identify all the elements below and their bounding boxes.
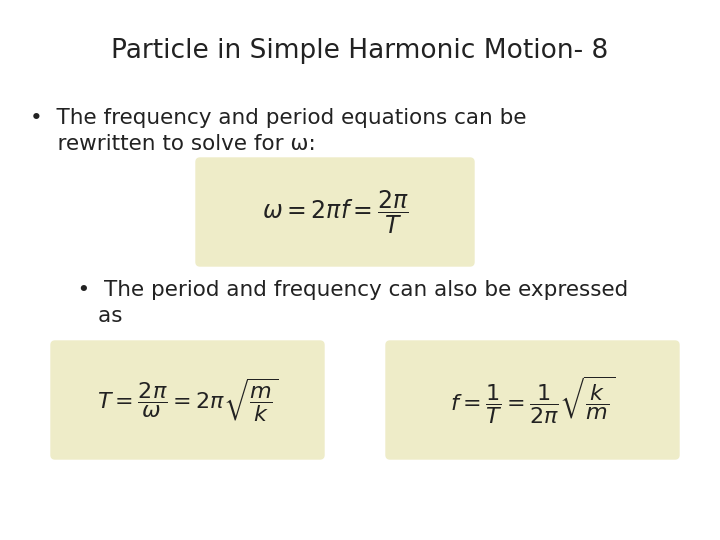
Text: $T = \dfrac{2\pi}{\omega} = 2\pi\sqrt{\dfrac{m}{k}}$: $T = \dfrac{2\pi}{\omega} = 2\pi\sqrt{\d… xyxy=(96,376,278,424)
Text: rewritten to solve for ω:: rewritten to solve for ω: xyxy=(30,134,316,154)
Text: as: as xyxy=(50,306,122,326)
Text: •  The frequency and period equations can be: • The frequency and period equations can… xyxy=(30,108,526,128)
FancyBboxPatch shape xyxy=(386,341,679,459)
FancyBboxPatch shape xyxy=(196,158,474,266)
Text: •  The period and frequency can also be expressed: • The period and frequency can also be e… xyxy=(50,280,629,300)
Text: Particle in Simple Harmonic Motion- 8: Particle in Simple Harmonic Motion- 8 xyxy=(112,38,608,64)
FancyBboxPatch shape xyxy=(51,341,324,459)
Text: $f = \dfrac{1}{T} = \dfrac{1}{2\pi}\sqrt{\dfrac{k}{m}}$: $f = \dfrac{1}{T} = \dfrac{1}{2\pi}\sqrt… xyxy=(450,374,615,426)
Text: $\omega = 2\pi f = \dfrac{2\pi}{T}$: $\omega = 2\pi f = \dfrac{2\pi}{T}$ xyxy=(261,188,408,235)
